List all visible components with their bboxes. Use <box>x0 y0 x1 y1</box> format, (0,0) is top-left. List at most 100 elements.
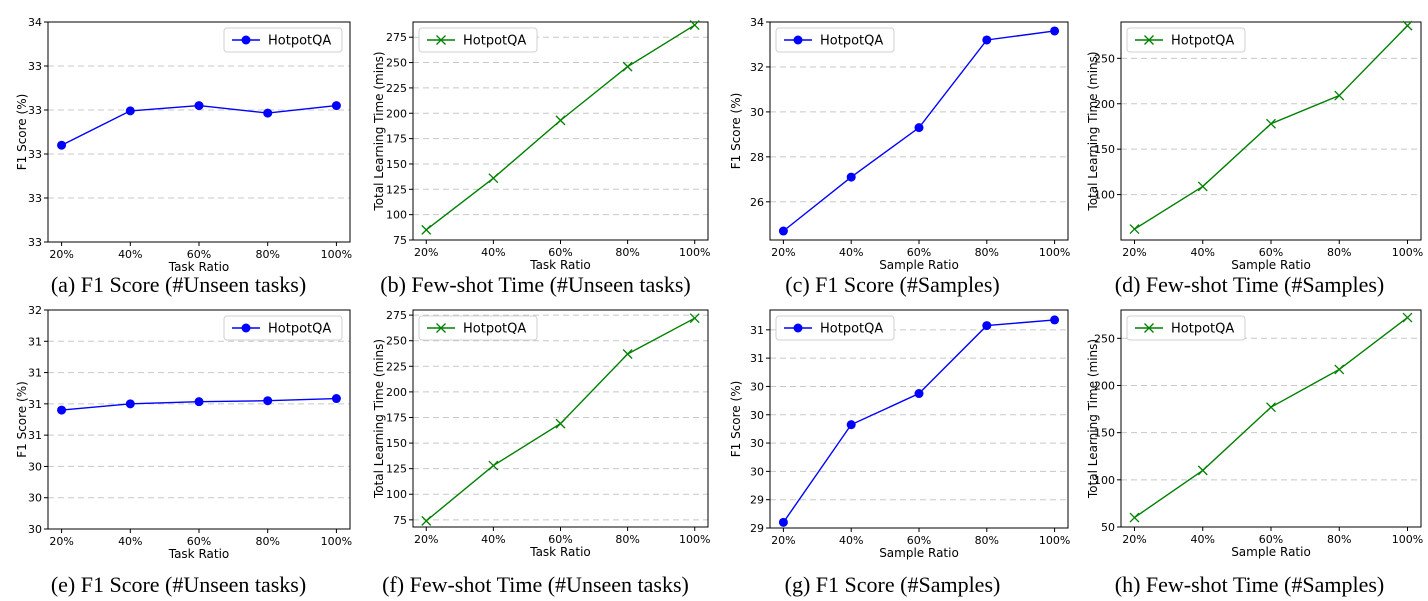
chart-caption: (g) F1 Score (#Samples) <box>784 572 1001 597</box>
data-point <box>1334 90 1345 101</box>
y-tick-label: 100 <box>1094 189 1115 202</box>
y-axis-label: Total Learning Time (mins) <box>372 51 386 211</box>
y-tick-label: 150 <box>386 437 407 450</box>
x-tick-label: 20% <box>1122 246 1146 259</box>
x-axis-label: Task Ratio <box>529 258 591 272</box>
data-point <box>622 349 633 359</box>
chart-c: 26 28 30 32 34 20% 40% 60% 80% 100% Sample Ratio F1… <box>729 16 1070 272</box>
y-tick-label: 33 <box>28 236 42 249</box>
legend-label: HotpotQA <box>1171 34 1234 49</box>
data-point <box>57 140 67 150</box>
x-tick-label: 60% <box>907 534 931 547</box>
y-tick-label: 75 <box>393 234 407 247</box>
chart-d: 100 150 200 250 20% 40% 60% 80% 100% Sample Ratio… <box>1086 20 1423 272</box>
x-tick-label: 60% <box>907 246 931 259</box>
y-tick-label: 250 <box>1094 52 1115 65</box>
x-tick-label: 20% <box>771 246 795 259</box>
y-tick-label: 33 <box>28 192 42 205</box>
y-tick-label: 30 <box>28 523 42 536</box>
y-tick-label: 250 <box>386 335 407 348</box>
x-tick-label: 40% <box>481 246 505 259</box>
y-tick-label: 200 <box>1094 379 1115 392</box>
y-tick-label: 31 <box>28 335 42 348</box>
legend-box <box>418 27 538 53</box>
chart-f: 75 100 125 150 175 200 225 250 275 20% 40% 60% 80% 10… <box>372 309 710 559</box>
x-tick-label: 40% <box>839 534 863 547</box>
chart-caption: (h) Few-shot Time (#Samples) <box>1114 572 1385 597</box>
chart-e: 30 30 30 31 31 31 31 32 20% 40% 60% 80% 100% Task Rat… <box>15 304 352 561</box>
y-tick-label: 30 <box>28 492 42 505</box>
x-tick-label: 80% <box>975 246 999 259</box>
data-point <box>1266 118 1276 129</box>
x-tick-label: 100% <box>679 533 710 546</box>
y-tick-label: 200 <box>386 386 407 399</box>
plot-frame <box>412 309 709 528</box>
series-line <box>61 104 337 146</box>
data-point <box>421 224 432 235</box>
y-axis-label: F1 Score (%) <box>15 94 29 171</box>
x-tick-label: 40% <box>839 246 863 259</box>
chart-panel-a: 33 33 33 33 33 34 20% 40% 60% 80% 100% Task Ratio F1… <box>0 0 357 300</box>
plot-frame <box>769 309 1069 529</box>
x-tick-label: 80% <box>1327 246 1351 259</box>
data-point <box>846 420 856 430</box>
x-tick-label: 80% <box>255 535 279 548</box>
series-line <box>782 319 1055 523</box>
legend-marker <box>436 323 446 333</box>
y-tick-label: 100 <box>386 209 407 222</box>
legend-marker <box>436 35 446 45</box>
chart-caption: (e) F1 Score (#Unseen tasks) <box>50 572 307 597</box>
x-tick-label: 100% <box>1392 246 1423 259</box>
y-tick-label: 175 <box>386 133 407 146</box>
chart-panel-d: 100 150 200 250 20% 40% 60% 80% 100% Sample Ratio… <box>1071 0 1428 300</box>
x-tick-label: 40% <box>481 533 505 546</box>
data-point <box>1050 26 1060 36</box>
x-tick-label: 60% <box>187 535 211 548</box>
x-tick-label: 80% <box>255 248 279 261</box>
x-tick-label: 100% <box>1039 534 1070 547</box>
data-point <box>125 106 135 116</box>
legend-marker <box>241 323 251 333</box>
chart-caption: (d) Few-shot Time (#Samples) <box>1114 272 1385 297</box>
data-point <box>1334 364 1345 375</box>
y-tick-label: 33 <box>28 148 42 161</box>
series-line <box>1134 25 1409 230</box>
data-point <box>982 35 992 45</box>
x-axis-label: Sample Ratio <box>1231 545 1311 559</box>
legend-marker <box>241 35 251 45</box>
data-point <box>263 108 273 118</box>
plot-frame <box>769 21 1069 241</box>
y-tick-label: 33 <box>28 60 42 73</box>
x-tick-label: 20% <box>49 535 73 548</box>
legend-marker <box>793 323 803 333</box>
y-tick-label: 275 <box>386 31 407 44</box>
data-point <box>1197 181 1208 192</box>
legend-marker <box>1144 35 1154 45</box>
x-tick-label: 40% <box>118 248 142 261</box>
legend-label: HotpotQA <box>1171 322 1234 337</box>
y-tick-label: 31 <box>750 352 764 365</box>
x-tick-label: 60% <box>548 246 572 259</box>
y-tick-label: 29 <box>750 494 764 507</box>
chart-caption: (b) Few-shot Time (#Unseen tasks) <box>380 272 691 297</box>
data-point <box>194 397 204 407</box>
x-tick-label: 20% <box>1122 533 1146 546</box>
x-axis-label: Task Ratio <box>168 260 230 274</box>
y-tick-label: 30 <box>750 380 764 393</box>
legend-box <box>1126 27 1246 53</box>
series-line <box>1134 316 1408 519</box>
y-tick-label: 34 <box>28 16 42 29</box>
y-tick-label: 30 <box>750 465 764 478</box>
y-axis-label: F1 Score (%) <box>729 381 743 458</box>
data-point <box>1402 312 1413 323</box>
x-tick-label: 20% <box>771 534 795 547</box>
x-axis-label: Sample Ratio <box>879 546 959 560</box>
series-line <box>425 317 696 522</box>
x-tick-label: 60% <box>1259 246 1283 259</box>
data-point <box>331 394 341 404</box>
chart-caption: (f) Few-shot Time (#Unseen tasks) <box>382 572 689 597</box>
y-tick-label: 275 <box>386 309 407 322</box>
x-axis-label: Task Ratio <box>168 547 230 561</box>
x-tick-label: 60% <box>187 248 211 261</box>
y-tick-label: 31 <box>750 324 764 337</box>
